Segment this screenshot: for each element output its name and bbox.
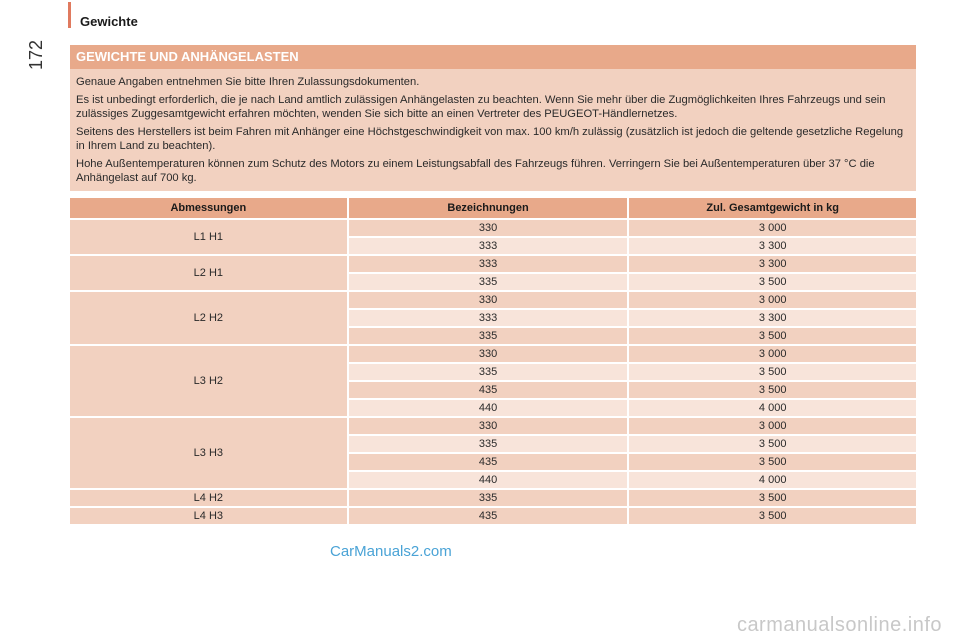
designation-cell: 330 <box>348 220 630 238</box>
designation-cell: 435 <box>348 382 630 400</box>
notice-paragraph: Hohe Außentemperaturen können zum Schutz… <box>76 158 875 184</box>
table-row: L4 H3 435 3 500 <box>70 508 916 526</box>
notice-paragraph: Genaue Angaben entnehmen Sie bitte Ihren… <box>76 76 420 88</box>
table-row: L1 H1 330 3 000 <box>70 220 916 256</box>
table-row: L3 H2 330 3 000 <box>70 346 916 418</box>
weight-cell: 3 500 <box>629 508 916 526</box>
designation-cell: 440 <box>348 400 630 418</box>
weight-cell: 3 000 <box>629 346 916 364</box>
section-accent-bar <box>68 2 71 28</box>
dimension-cell: L4 H2 <box>70 490 349 508</box>
weight-cell: 3 500 <box>629 382 916 400</box>
page-number: 172 <box>26 39 46 70</box>
weight-cell: 3 300 <box>629 310 916 328</box>
weight-cell: 3 300 <box>629 238 916 256</box>
table-row: 335 3 500 <box>70 436 916 454</box>
table-row: 435 3 500 <box>70 454 916 472</box>
weight-cell: 3 500 <box>629 364 916 382</box>
designation-cell: 335 <box>348 490 630 508</box>
dimension-cell: L2 H1 <box>70 256 349 292</box>
designation-cell: 330 <box>348 292 630 310</box>
designation-cell: 330 <box>348 346 630 364</box>
designation-cell: 435 <box>348 508 630 526</box>
watermark-link[interactable]: CarManuals2.com <box>330 543 452 560</box>
designation-cell: 440 <box>348 472 630 490</box>
dimension-cell: L3 H3 <box>70 418 349 490</box>
weights-table: Abmessungen Bezeichnungen Zul. Gesamtgew… <box>70 198 916 526</box>
weight-cell: 3 000 <box>629 418 916 436</box>
table-row: 333 3 300 <box>70 310 916 328</box>
weight-cell: 3 500 <box>629 490 916 508</box>
designation-cell: 335 <box>348 436 630 454</box>
weight-cell: 3 000 <box>629 292 916 310</box>
weight-cell: 3 300 <box>629 256 916 274</box>
designation-cell: 335 <box>348 274 630 292</box>
designation-cell: 335 <box>348 364 630 382</box>
header-total-weight: Zul. Gesamtgewicht in kg <box>629 198 916 220</box>
notice-box: GEWICHTE UND ANHÄNGELASTEN Genaue Angabe… <box>70 45 916 191</box>
table-row: 335 3 500 <box>70 364 916 382</box>
section-title: Gewichte <box>80 14 138 29</box>
weight-cell: 3 500 <box>629 454 916 472</box>
designation-cell: 333 <box>348 256 630 274</box>
table-body: L1 H1 330 3 000 333 3 300 L2 H1 333 3 300 335 3 5… <box>70 220 916 526</box>
table-row: 335 3 500 <box>70 328 916 346</box>
table-row: L3 H3 330 3 000 <box>70 418 916 490</box>
header-dimensions: Abmessungen <box>70 198 349 220</box>
header-designations: Bezeichnungen <box>348 198 630 220</box>
dimension-cell: L4 H3 <box>70 508 349 526</box>
table-row: L2 H1 333 3 300 <box>70 256 916 292</box>
notice-title: GEWICHTE UND ANHÄNGELASTEN <box>70 45 916 69</box>
notice-paragraph: Es ist unbedingt erforderlich, die je na… <box>76 94 886 120</box>
notice-paragraph: Seitens des Herstellers ist beim Fahren … <box>76 126 904 152</box>
weight-cell: 4 000 <box>629 400 916 418</box>
weight-cell: 3 500 <box>629 328 916 346</box>
table-row: 335 3 500 <box>70 274 916 292</box>
table-row: 333 3 300 <box>70 238 916 256</box>
table-row: 440 4 000 <box>70 472 916 490</box>
designation-cell: 330 <box>348 418 630 436</box>
notice-body: Genaue Angaben entnehmen Sie bitte Ihren… <box>70 69 916 191</box>
table-row: 435 3 500 <box>70 382 916 400</box>
footer-watermark: carmanualsonline.info <box>736 614 942 636</box>
weight-cell: 3 000 <box>629 220 916 238</box>
designation-cell: 435 <box>348 454 630 472</box>
weight-cell: 3 500 <box>629 274 916 292</box>
weight-cell: 3 500 <box>629 436 916 454</box>
dimension-cell: L3 H2 <box>70 346 349 418</box>
table-row: L4 H2 335 3 500 <box>70 490 916 508</box>
table-row: 440 4 000 <box>70 400 916 418</box>
designation-cell: 333 <box>348 310 630 328</box>
dimension-cell: L1 H1 <box>70 220 349 256</box>
dimension-cell: L2 H2 <box>70 292 349 346</box>
designation-cell: 335 <box>348 328 630 346</box>
weight-cell: 4 000 <box>629 472 916 490</box>
table-row: L2 H2 330 3 000 <box>70 292 916 346</box>
designation-cell: 333 <box>348 238 630 256</box>
